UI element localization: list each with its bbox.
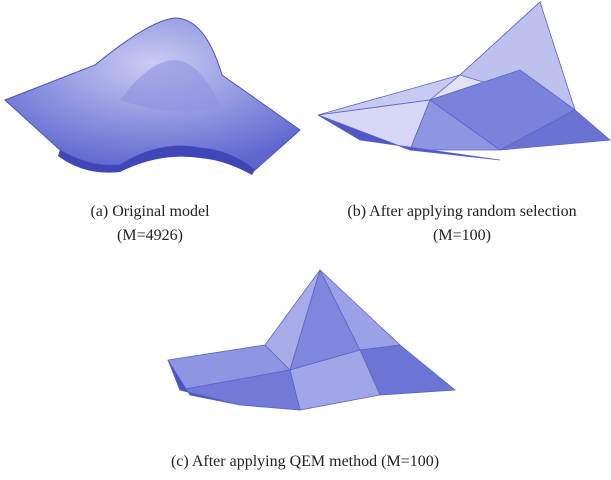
caption: (c) After applying QEM method (M=100)	[171, 453, 439, 470]
caption: (a) Original model	[90, 203, 210, 220]
caption-detail: (M=4926)	[117, 227, 183, 244]
caption-detail: (M=100)	[433, 227, 491, 244]
panel-a-render	[5, 18, 300, 175]
caption: (b) After applying random selection	[347, 203, 576, 220]
figure: (a) Original model (M=4926) (b) After ap…	[0, 0, 611, 480]
panel-c-render	[168, 270, 455, 410]
panel-b-render	[318, 2, 610, 160]
